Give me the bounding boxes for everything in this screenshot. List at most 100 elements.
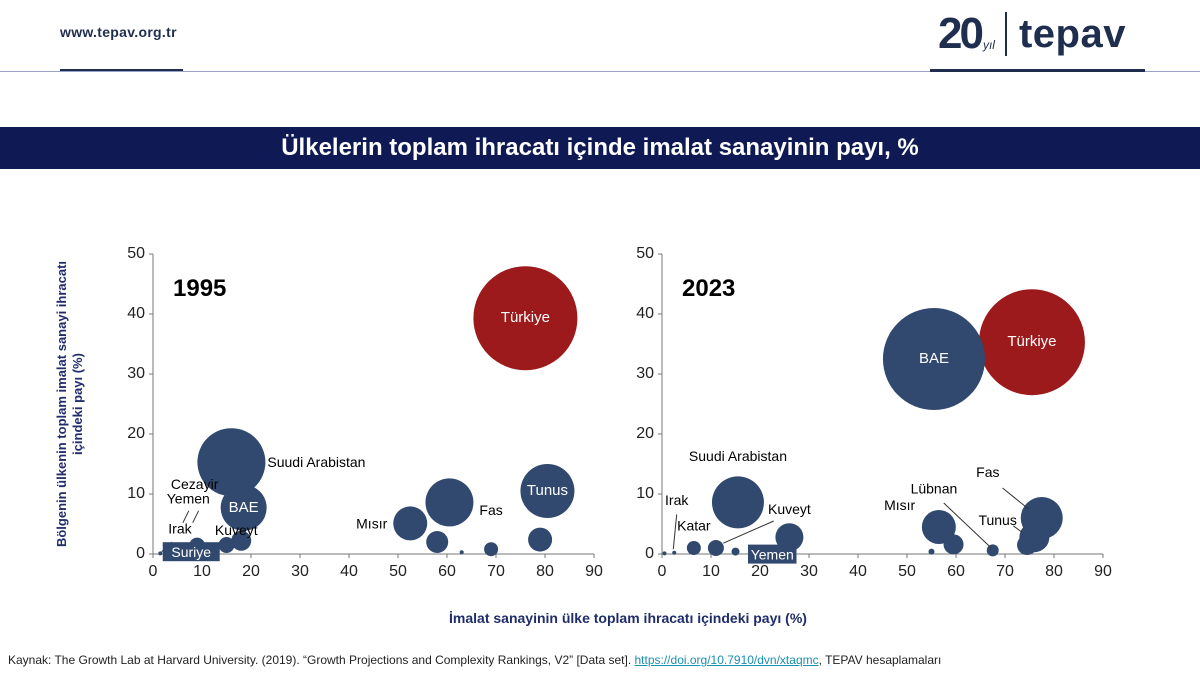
bubble <box>520 464 575 518</box>
y-tick-label: 0 <box>645 545 654 562</box>
y-tick-label: 40 <box>127 305 145 322</box>
bubble-label: BAE <box>919 350 949 367</box>
bubble <box>484 542 499 557</box>
bubble <box>426 531 449 553</box>
url-underline <box>60 69 183 72</box>
y-tick-label: 20 <box>636 425 654 442</box>
x-tick-label: 20 <box>751 563 769 580</box>
x-tick-label: 10 <box>193 563 211 580</box>
x-tick-label: 70 <box>996 563 1014 580</box>
annotation-label: Yemen <box>751 546 794 562</box>
bubble <box>775 523 804 552</box>
x-tick-label: 80 <box>1045 563 1063 580</box>
bubble <box>686 541 701 555</box>
y-axis-title-line1: Bölgenin ülkenin toplam imalat sanayi ih… <box>54 261 69 547</box>
annotation-label: Irak <box>665 492 689 508</box>
y-axis-title-line2: içindeki payı (%) <box>70 353 85 455</box>
annotation-label: Kuveyt <box>215 522 258 538</box>
x-tick-label: 90 <box>585 563 603 580</box>
x-tick-label: 70 <box>487 563 505 580</box>
annotation-label: Suudi Arabistan <box>689 448 787 464</box>
bubble-charts: 0 10 20 30 40 50 0 10 20 30 40 50 60 70 80 90 1995 Türkiy… <box>54 245 1112 626</box>
bubble-label: Mısır <box>356 515 387 531</box>
annotation-label: Irak <box>168 521 192 537</box>
y-tick-label: 0 <box>136 545 145 562</box>
y-tick-label: 50 <box>127 245 145 262</box>
bubble <box>928 548 935 555</box>
source-suffix: , TEPAV hesaplamaları <box>818 653 942 667</box>
bubble <box>1017 535 1038 555</box>
bubble <box>662 551 667 556</box>
bubble <box>231 530 252 551</box>
bubble <box>473 266 578 371</box>
bubble <box>158 551 163 556</box>
annotation-label: Lübnan <box>911 480 958 496</box>
annotation-label: Yemen <box>167 491 210 507</box>
annotation-label: Kuveyt <box>768 501 811 517</box>
leader-line <box>672 514 678 550</box>
source-link[interactable]: https://doi.org/10.7910/dvn/xtaqmc <box>634 653 819 667</box>
leader-line <box>943 502 992 549</box>
bubble-label: Suudi Arabistan <box>267 454 365 470</box>
bubble <box>882 308 985 410</box>
y-tick-label: 30 <box>636 365 654 382</box>
bubble <box>425 478 474 527</box>
x-tick-label: 40 <box>340 563 358 580</box>
bubble <box>731 547 740 556</box>
annotation-label: Katar <box>677 518 711 534</box>
leader-line <box>1013 525 1023 533</box>
x-tick-label: 80 <box>536 563 554 580</box>
bubble <box>220 484 267 531</box>
x-axis-title: İmalat sanayinin ülke toplam ihracatı iç… <box>449 610 807 626</box>
bubble <box>393 506 428 541</box>
y-tick-label: 20 <box>127 425 145 442</box>
bubble <box>943 534 964 555</box>
source-note: Kaynak: The Growth Lab at Harvard Univer… <box>8 653 941 667</box>
bubble-label: Tunus <box>527 482 568 499</box>
bubble <box>986 544 999 557</box>
logo-separator <box>1004 12 1007 56</box>
x-tick-label: 0 <box>658 563 667 580</box>
site-url[interactable]: www.tepav.org.tr <box>60 24 177 40</box>
x-tick-label: 20 <box>242 563 260 580</box>
bubble <box>921 510 956 544</box>
source-prefix: Kaynak: The Growth Lab at Harvard Univer… <box>8 653 635 667</box>
bubble <box>978 289 1085 396</box>
year-label: 2023 <box>682 275 735 302</box>
leader-line <box>1002 487 1029 510</box>
y-tick-label: 10 <box>127 485 145 502</box>
annotation-label: Mısır <box>884 497 915 513</box>
annotation-label: Fas <box>479 502 502 518</box>
y-tick-label: 10 <box>636 485 654 502</box>
annotation-label: Fas <box>976 464 999 480</box>
bubble <box>459 550 464 555</box>
annotation-box <box>748 544 797 564</box>
x-tick-label: 60 <box>438 563 456 580</box>
x-tick-label: 40 <box>849 563 867 580</box>
x-tick-label: 60 <box>947 563 965 580</box>
bubble <box>672 550 677 555</box>
logo-anniversary-suffix: yıl <box>982 38 995 52</box>
leader-line <box>182 510 190 524</box>
bubble <box>197 428 266 497</box>
annotation-box <box>162 542 220 562</box>
bubble-label: Türkiye <box>1007 333 1056 350</box>
bubble <box>218 537 235 553</box>
annotation-label: Tunus <box>978 512 1016 528</box>
y-tick-label: 40 <box>636 305 654 322</box>
x-tick-label: 30 <box>291 563 309 580</box>
bubble-label: Türkiye <box>501 309 550 326</box>
logo-name: tepav <box>1018 12 1126 56</box>
x-tick-label: 0 <box>149 563 158 580</box>
y-tick-label: 50 <box>636 245 654 262</box>
page-title: Ülkelerin toplam ihracatı içinde imalat … <box>0 127 1200 169</box>
x-tick-label: 90 <box>1094 563 1112 580</box>
bubble <box>707 540 724 556</box>
x-tick-label: 50 <box>389 563 407 580</box>
leader-line <box>192 510 200 524</box>
bubble <box>711 476 764 529</box>
logo-underline <box>930 69 1145 72</box>
x-tick-label: 10 <box>702 563 720 580</box>
bubble <box>528 527 553 552</box>
annotation-label: Cezayir <box>171 476 219 492</box>
